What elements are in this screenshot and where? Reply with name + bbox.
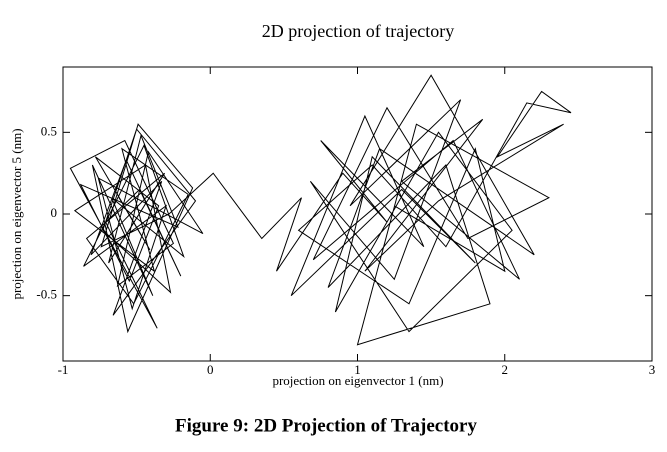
y-tick-label: -0.5 (36, 287, 57, 302)
x-tick-label: -1 (58, 362, 69, 377)
chart-title: 2D projection of trajectory (262, 21, 454, 41)
y-tick-label: 0 (51, 205, 58, 220)
x-tick-label: 0 (207, 362, 214, 377)
trajectory-line (69, 74, 572, 346)
y-axis-label: projection on eigenvector 5 (nm) (9, 128, 24, 299)
y-tick-label: 0.5 (41, 123, 57, 138)
x-tick-label: 3 (649, 362, 656, 377)
figure-caption: Figure 9: 2D Projection of Trajectory (175, 415, 477, 436)
x-tick-label: 1 (354, 362, 361, 377)
x-axis-label: projection on eigenvector 1 (nm) (272, 373, 443, 388)
x-tick-label: 2 (502, 362, 509, 377)
